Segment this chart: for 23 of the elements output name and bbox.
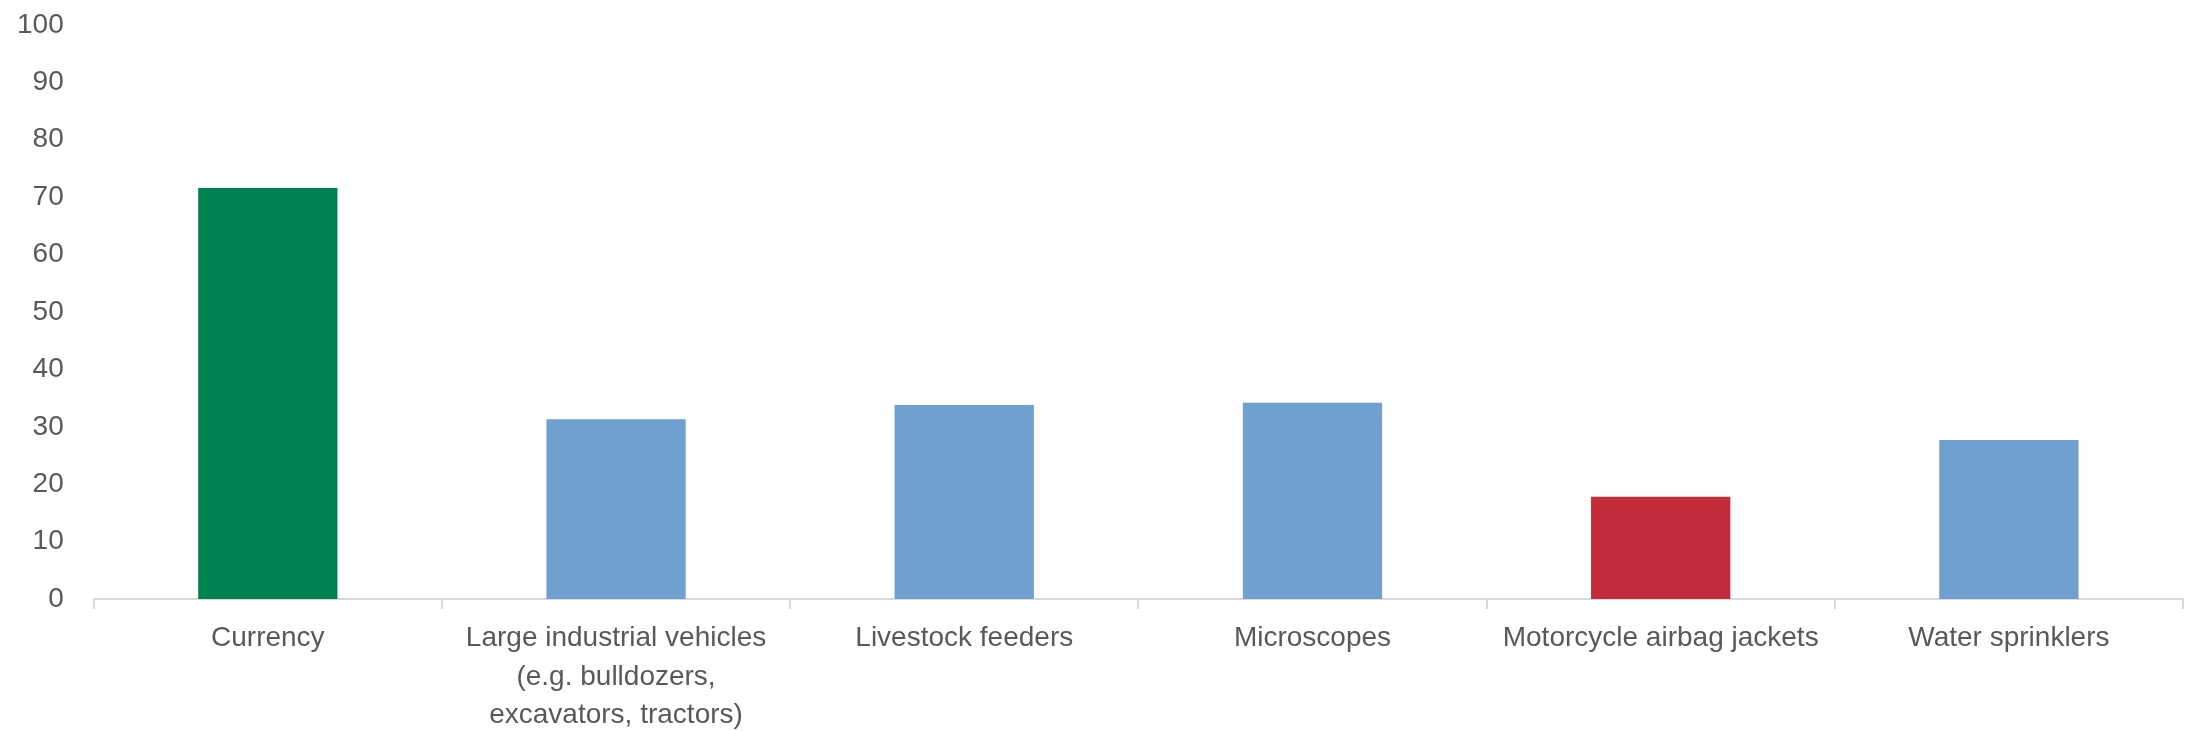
y-tick-label: 40 xyxy=(32,352,64,384)
bar xyxy=(198,187,338,600)
x-tick-label: Livestock feeders xyxy=(855,621,1074,653)
y-tick-label: 0 xyxy=(48,581,64,613)
x-tick-label: Water sprinklers xyxy=(1908,621,2110,653)
y-tick-label: 30 xyxy=(32,409,64,441)
y-tick-label: 90 xyxy=(32,64,64,96)
x-tick-label: Large industrial vehicles (e.g. bulldozers, excavators, tractors) xyxy=(465,621,767,730)
bar xyxy=(1242,402,1383,600)
y-tick-label: 100 xyxy=(17,7,64,39)
y-tick-label: 80 xyxy=(32,122,64,154)
bar xyxy=(1939,440,2079,600)
y-tick-label: 20 xyxy=(32,466,64,498)
x-tick-label: Microscopes xyxy=(1233,621,1392,653)
y-tick-label: 60 xyxy=(32,237,64,269)
x-tick-label: Motorcycle airbag jackets xyxy=(1502,621,1819,653)
bar xyxy=(546,419,686,600)
y-tick-label: 10 xyxy=(32,524,64,556)
bar xyxy=(1591,496,1731,600)
y-tick-label: 70 xyxy=(32,179,64,211)
y-tick-label: 50 xyxy=(32,294,64,326)
bar xyxy=(894,404,1034,600)
x-tick-label: Currency xyxy=(211,621,325,653)
